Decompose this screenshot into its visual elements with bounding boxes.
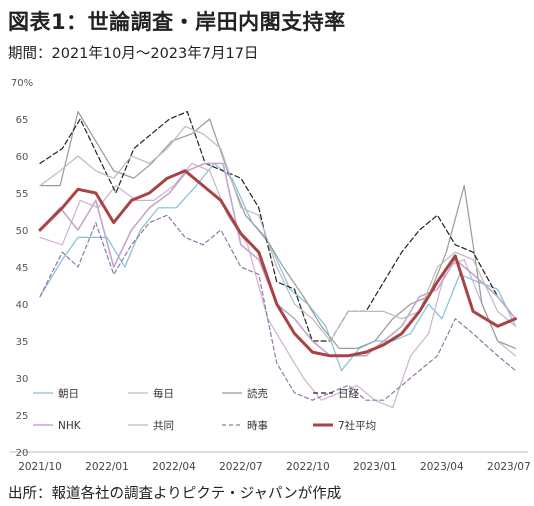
series-line bbox=[39, 162, 517, 357]
chart-lines bbox=[38, 111, 517, 409]
series-line bbox=[39, 111, 517, 342]
series-line bbox=[39, 214, 517, 401]
legend-label: NHK bbox=[58, 420, 82, 432]
x-tick-label: 2022/01 bbox=[85, 461, 129, 473]
series-line bbox=[39, 162, 517, 409]
chart-source: 出所：報道各社の調査よりピクテ・ジャパンが作成 bbox=[8, 486, 342, 502]
x-tick-label: 2023/01 bbox=[353, 461, 397, 473]
y-tick-label: 45 bbox=[16, 263, 29, 274]
y-tick-label: 55 bbox=[16, 189, 29, 200]
series-line bbox=[39, 125, 517, 342]
legend-label: 毎日 bbox=[153, 387, 174, 400]
chart-axes: 20 25 30 35 40 45 50 55 60 65 70% 2021/10 2022/01 202… bbox=[10, 78, 531, 473]
series-line bbox=[39, 111, 517, 349]
x-tick-label: 2022/07 bbox=[219, 461, 263, 473]
legend-label: 7社平均 bbox=[338, 419, 376, 432]
x-tick-label: 2022/10 bbox=[286, 461, 330, 473]
legend-label: 共同 bbox=[153, 420, 174, 432]
legend-label: 日経 bbox=[338, 387, 359, 400]
y-tick-label: 60 bbox=[16, 152, 29, 163]
y-tick-label: 25 bbox=[16, 411, 29, 422]
chart-title: 図表1：世論調査・岸田内閣支持率 bbox=[8, 10, 346, 34]
y-tick-label: 70% bbox=[11, 78, 33, 89]
y-tick-label: 20 bbox=[16, 448, 29, 459]
x-tick-label: 2021/10 bbox=[18, 461, 62, 473]
y-tick-label: 50 bbox=[16, 226, 29, 237]
legend-label: 朝日 bbox=[58, 388, 79, 400]
y-tick-label: 35 bbox=[16, 337, 29, 348]
y-tick-label: 30 bbox=[16, 374, 29, 385]
legend-label: 読売 bbox=[247, 387, 268, 400]
chart-legend: 朝日 毎日 読売 日経 NHK 共同 時事 7社平均 bbox=[33, 387, 376, 432]
series-line bbox=[38, 169, 517, 358]
y-tick-label: 65 bbox=[16, 115, 29, 126]
line-chart: 20 25 30 35 40 45 50 55 60 65 70% 2021/10 2022/01 202… bbox=[10, 78, 531, 473]
series-line bbox=[39, 162, 517, 372]
chart-period: 期間：2021年10月～2023年7月17日 bbox=[8, 46, 259, 62]
legend-label: 時事 bbox=[247, 419, 268, 432]
x-tick-label: 2022/04 bbox=[152, 461, 196, 473]
x-tick-label: 2023/07 bbox=[487, 461, 531, 473]
x-tick-label: 2023/04 bbox=[420, 461, 464, 473]
y-tick-label: 40 bbox=[16, 300, 29, 311]
